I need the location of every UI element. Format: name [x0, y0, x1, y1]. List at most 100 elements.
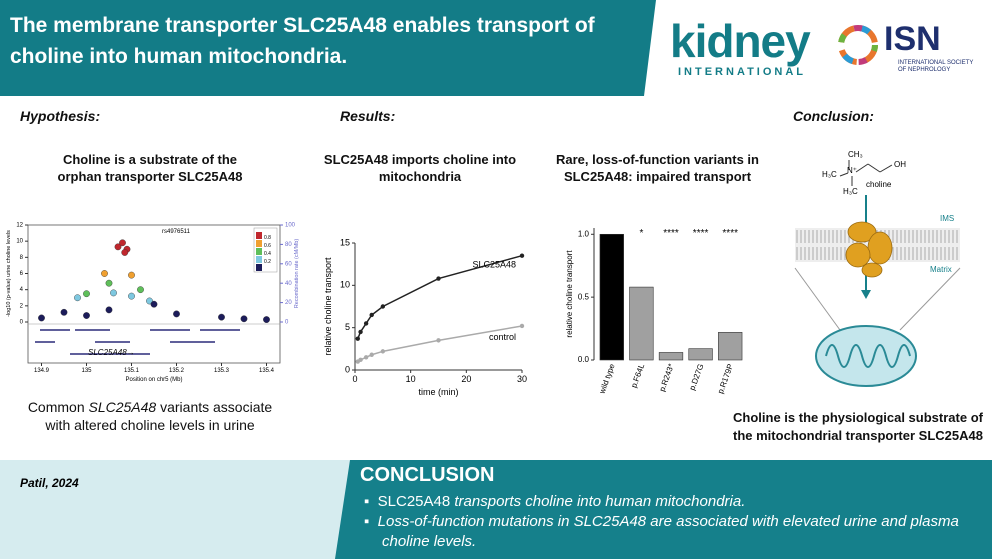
transporter-protein: [845, 221, 893, 278]
y-tick-label: 2: [20, 303, 24, 309]
snp-point: [263, 316, 270, 323]
point: [519, 323, 525, 329]
citation: Patil, 2024: [20, 476, 79, 490]
series-label: SLC25A48: [472, 260, 516, 270]
point: [358, 357, 363, 363]
heading: Hypothesis:: [20, 108, 101, 124]
y-tick-label: 0: [345, 364, 350, 374]
snp-point: [150, 300, 158, 308]
gene-label: SLC25A48→: [88, 348, 135, 357]
significance: ****: [693, 228, 709, 239]
x-axis-label: Position on chr5 (Mb): [125, 377, 182, 383]
logo-kidney: kidney: [670, 15, 811, 67]
chem-label: H₃C: [822, 170, 837, 179]
choline-structure: [839, 160, 893, 186]
y-tick-label: 4: [20, 287, 24, 293]
snp-point: [38, 314, 45, 322]
y2-tick-label: 20: [285, 300, 292, 306]
y-tick-label: 0.0: [578, 355, 590, 364]
x-tick-label: 135.2: [169, 368, 185, 374]
y2-tick-label: 100: [285, 223, 296, 229]
x-tick-label: 135.3: [214, 368, 230, 374]
bullet-gene: SLC25A48: [377, 493, 451, 510]
footer-bullets: ▪ SLC25A48 transports choline into human…: [364, 492, 984, 552]
series-label: control: [489, 332, 516, 342]
legend-label: 0.6: [264, 243, 271, 249]
caption-part: variants associate with altered choline …: [45, 399, 273, 433]
snp-point: [110, 289, 117, 297]
significance: *: [639, 228, 643, 239]
y-tick-label: 1.0: [578, 229, 590, 238]
x-axis-label: time (min): [419, 387, 459, 397]
snp-point: [83, 312, 90, 319]
legend-swatch: [256, 248, 262, 255]
point: [436, 338, 441, 343]
frame: [27, 224, 281, 364]
point: [358, 329, 363, 335]
snp-point: [101, 270, 108, 277]
y-tick-label: 8: [20, 255, 24, 261]
logo-isn-sub: INTERNATIONAL SOCIETY OF NEPHROLOGY: [898, 60, 974, 73]
x-tick-label: 135.4: [259, 368, 275, 374]
snp-point: [119, 239, 126, 247]
snp-point: [83, 290, 90, 298]
chart-title: SLC25A48 imports choline into mitochondr…: [323, 152, 517, 184]
x-tick-label: 135: [81, 368, 92, 374]
y-tick-label: 6: [20, 271, 24, 277]
y2-tick-label: 60: [285, 261, 292, 267]
legend-swatch: [256, 264, 262, 271]
bullet: ▪ SLC25A48 transports choline into human…: [364, 493, 746, 510]
choline-label: choline: [866, 180, 892, 189]
y2-tick-label: 80: [285, 242, 292, 248]
snp-point: [128, 271, 135, 279]
footer-conclusion-band: [335, 460, 992, 559]
isn-logo-mark: [838, 25, 878, 65]
heading: Results:: [340, 108, 396, 124]
x-tick-label: p.F64L: [629, 362, 646, 389]
y-axis-label: -log10 (p-value) urine choline levels: [6, 230, 12, 317]
point: [355, 336, 360, 341]
bar: [658, 352, 684, 361]
snp-point: [137, 286, 144, 294]
snp-point: [128, 292, 135, 300]
header-band: [0, 0, 656, 96]
y-tick-label: 10: [340, 280, 350, 290]
arrow-head: [861, 290, 871, 299]
heading: Conclusion:: [793, 108, 874, 124]
footer-heading: CONCLUSION: [360, 464, 495, 486]
x-tick-label: 30: [517, 374, 527, 384]
chem-label: H₃C: [843, 187, 858, 196]
y-tick-label: 12: [16, 223, 23, 229]
chem-label: N⁺: [847, 166, 857, 175]
zoom-line: [899, 267, 961, 331]
bar: [629, 286, 654, 361]
snp-point: [240, 315, 248, 323]
snp-point: [105, 306, 113, 314]
point: [369, 352, 374, 357]
caption-part: Common: [27, 399, 89, 415]
point: [363, 355, 369, 360]
logo-kidney-sub: INTERNATIONAL: [678, 66, 807, 78]
x-tick-label: 10: [406, 374, 416, 384]
x-tick-label: 0: [352, 374, 357, 384]
x-tick-label: p.R243*: [658, 363, 676, 393]
cristae: [825, 344, 911, 368]
bullet: ▪ Loss-of-function mutations in SLC25A48…: [364, 513, 959, 550]
legend-swatch: [256, 232, 262, 239]
bar: [718, 332, 743, 361]
y2-tick-label: 40: [285, 281, 292, 287]
ims-label: IMS: [940, 214, 955, 223]
conclusion-caption: Choline is the physiological substrate o…: [733, 410, 983, 443]
x-tick-label: p.R179P: [716, 363, 735, 395]
x-tick-label: 135.1: [124, 368, 140, 374]
bar: [688, 348, 713, 361]
y-tick-label: 5: [345, 322, 350, 332]
chart-title: Rare, loss-of-function variants in SLC25…: [556, 152, 759, 184]
legend-label: 0.4: [264, 251, 271, 257]
snp-point: [114, 243, 122, 251]
point: [380, 349, 386, 354]
logo-isn: ISN: [884, 20, 941, 58]
point: [380, 304, 386, 309]
matrix-label: Matrix: [930, 265, 952, 274]
y-axis-label: relative choline transport: [323, 257, 333, 356]
